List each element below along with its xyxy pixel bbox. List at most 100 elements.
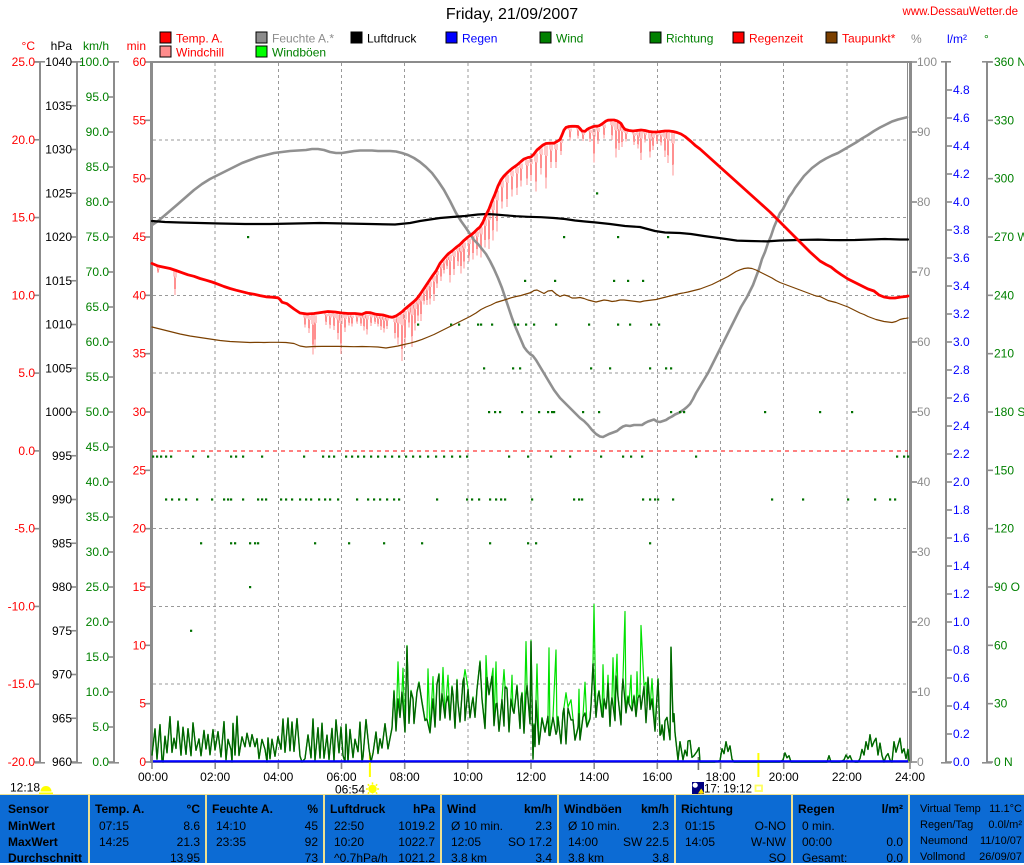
svg-text:35: 35 [133, 347, 147, 361]
svg-text:100: 100 [917, 55, 937, 69]
svg-text:20:00: 20:00 [769, 770, 799, 784]
svg-text:4.0: 4.0 [953, 195, 970, 209]
svg-text:hPa: hPa [51, 39, 73, 53]
svg-text:65.0: 65.0 [86, 300, 110, 314]
svg-text:70: 70 [917, 265, 931, 279]
svg-text:3.0: 3.0 [953, 335, 970, 349]
svg-text:60: 60 [133, 55, 147, 69]
svg-text:0.4: 0.4 [953, 699, 970, 713]
svg-text:150: 150 [994, 463, 1014, 477]
svg-text:17: 19:12: 17: 19:12 [704, 784, 752, 795]
svg-text:20.0: 20.0 [12, 133, 36, 147]
svg-text:3.4: 3.4 [953, 279, 970, 293]
svg-text:210: 210 [994, 347, 1014, 361]
svg-text:14:00: 14:00 [579, 770, 609, 784]
svg-text:960: 960 [52, 755, 72, 769]
svg-text:45: 45 [133, 230, 147, 244]
svg-text:90 O: 90 O [994, 580, 1020, 594]
svg-text:990: 990 [52, 493, 72, 507]
svg-text:%: % [911, 32, 922, 46]
svg-text:90.0: 90.0 [86, 125, 110, 139]
svg-text:Windböen: Windböen [272, 46, 326, 60]
svg-text:60: 60 [917, 335, 931, 349]
svg-text:0.0: 0.0 [92, 755, 109, 769]
svg-text:km/h: km/h [83, 39, 109, 53]
svg-text:180 S: 180 S [994, 405, 1024, 419]
svg-text:Feuchte A.*: Feuchte A.* [272, 32, 334, 46]
svg-text:24:00: 24:00 [895, 770, 925, 784]
svg-text:120: 120 [994, 522, 1014, 536]
svg-text:Windchill: Windchill [176, 46, 224, 60]
svg-text:100.0: 100.0 [79, 55, 109, 69]
svg-text:30.0: 30.0 [86, 545, 110, 559]
svg-text:240: 240 [994, 288, 1014, 302]
svg-text:80: 80 [917, 195, 931, 209]
svg-text:85.0: 85.0 [86, 160, 110, 174]
svg-text:°: ° [984, 32, 989, 46]
svg-text:1030: 1030 [45, 143, 72, 157]
svg-text:04:00: 04:00 [263, 770, 293, 784]
svg-text:1000: 1000 [45, 405, 72, 419]
svg-text:12:18: 12:18 [10, 781, 40, 795]
svg-text:20.0: 20.0 [86, 615, 110, 629]
svg-text:1005: 1005 [45, 361, 72, 375]
svg-text:25: 25 [133, 463, 147, 477]
svg-text:08:00: 08:00 [390, 770, 420, 784]
svg-text:0.0: 0.0 [953, 755, 970, 769]
svg-text:95.0: 95.0 [86, 90, 110, 104]
svg-text:22:00: 22:00 [832, 770, 862, 784]
svg-text:1.6: 1.6 [953, 531, 970, 545]
svg-text:-20.0: -20.0 [8, 755, 36, 769]
svg-text:2.6: 2.6 [953, 391, 970, 405]
svg-text:50: 50 [133, 172, 147, 186]
svg-text:25.0: 25.0 [86, 580, 110, 594]
svg-text:Regenzeit: Regenzeit [749, 32, 804, 46]
svg-text:Taupunkt*: Taupunkt* [842, 32, 896, 46]
svg-text:00:00: 00:00 [138, 770, 168, 784]
svg-text:60: 60 [994, 638, 1008, 652]
svg-text:965: 965 [52, 711, 72, 725]
svg-text:10.0: 10.0 [86, 685, 110, 699]
svg-text:06:00: 06:00 [326, 770, 356, 784]
svg-text:1.4: 1.4 [953, 559, 970, 573]
svg-text:330: 330 [994, 113, 1014, 127]
svg-text:3.6: 3.6 [953, 251, 970, 265]
svg-text:5.0: 5.0 [92, 720, 109, 734]
svg-text:50: 50 [917, 405, 931, 419]
svg-text:270 W: 270 W [994, 230, 1024, 244]
svg-text:4.2: 4.2 [953, 167, 970, 181]
svg-text:-5.0: -5.0 [14, 522, 35, 536]
svg-text:20: 20 [133, 522, 147, 536]
svg-text:5.0: 5.0 [18, 366, 35, 380]
svg-text:30: 30 [994, 697, 1008, 711]
svg-text:40: 40 [917, 475, 931, 489]
svg-text:55: 55 [133, 113, 147, 127]
svg-text:300: 300 [994, 172, 1014, 186]
svg-text:4.8: 4.8 [953, 83, 970, 97]
svg-text:min: min [127, 39, 146, 53]
svg-text:25.0: 25.0 [12, 55, 36, 69]
svg-text:0.0: 0.0 [18, 444, 35, 458]
svg-text:1025: 1025 [45, 186, 72, 200]
svg-text:30: 30 [133, 405, 147, 419]
svg-text:2.8: 2.8 [953, 363, 970, 377]
svg-text:30: 30 [917, 545, 931, 559]
svg-text:70.0: 70.0 [86, 265, 110, 279]
svg-text:0.2: 0.2 [953, 727, 970, 741]
svg-text:18:00: 18:00 [705, 770, 735, 784]
svg-text:50.0: 50.0 [86, 405, 110, 419]
svg-text:10: 10 [133, 638, 147, 652]
svg-text:Richtung: Richtung [666, 32, 713, 46]
svg-text:90: 90 [917, 125, 931, 139]
svg-text:°C: °C [22, 39, 36, 53]
svg-text:360 N: 360 N [994, 55, 1024, 69]
svg-text:10: 10 [917, 685, 931, 699]
svg-text:2.2: 2.2 [953, 447, 970, 461]
svg-text:15.0: 15.0 [12, 211, 36, 225]
svg-text:1.8: 1.8 [953, 503, 970, 517]
svg-text:10.0: 10.0 [12, 288, 36, 302]
svg-text:12:00: 12:00 [516, 770, 546, 784]
svg-text:985: 985 [52, 536, 72, 550]
svg-text:Wind: Wind [556, 32, 583, 46]
svg-text:80.0: 80.0 [86, 195, 110, 209]
